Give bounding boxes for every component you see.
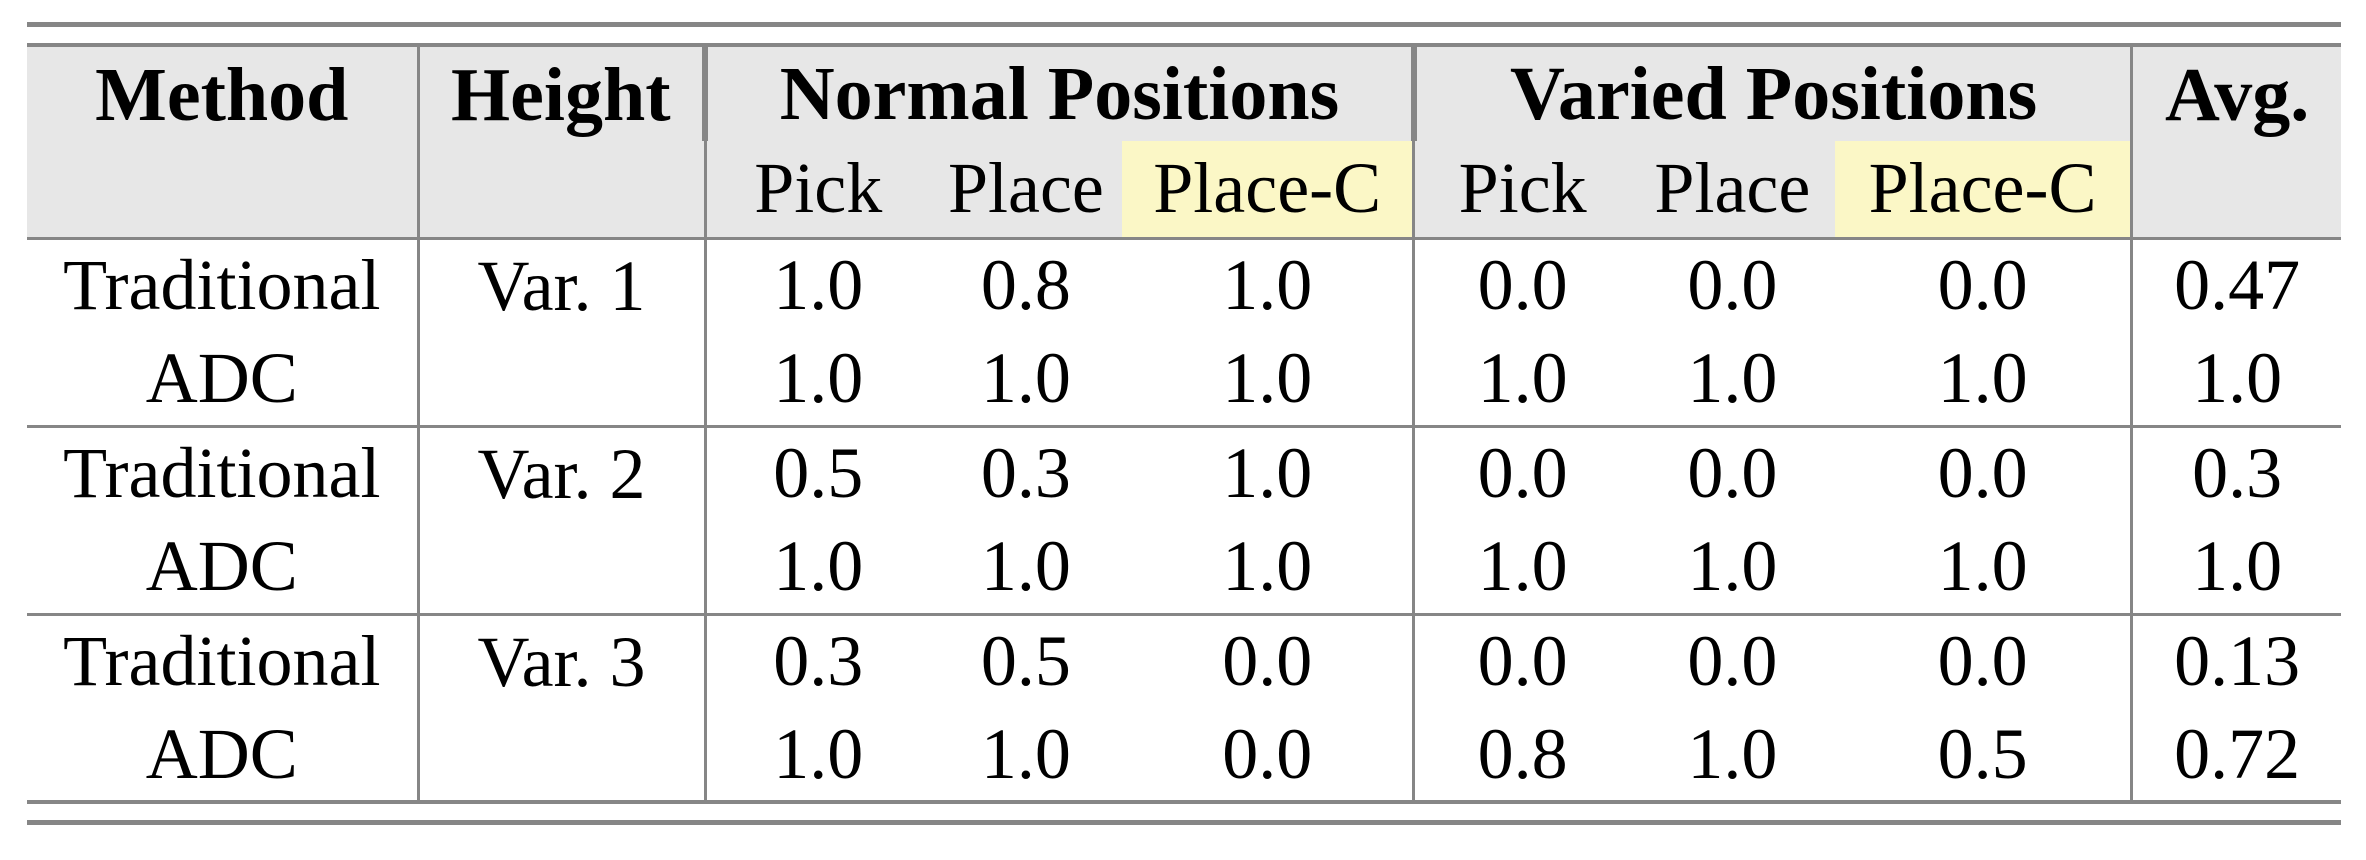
- subheader-normal-place-c-highlighted: Place-C: [1121, 141, 1414, 240]
- avg-cell: 0.72: [2130, 708, 2341, 802]
- header-normal-positions-cell: Normal Positions: [702, 45, 1414, 141]
- results-table: Method Height Normal Positions Varied Po…: [27, 43, 2341, 804]
- value-cell: 0.0: [1412, 424, 1630, 520]
- subheader-normal-place: Place: [929, 141, 1122, 240]
- table-row-traditional-var3: Traditional Var. 3 0.3 0.5 0.0 0.0 0.0 0…: [27, 612, 2341, 802]
- avg-cell: 0.3: [2130, 424, 2341, 520]
- value-cell: 1.0: [1121, 520, 1414, 614]
- value-cell: 0.0: [1412, 612, 1630, 708]
- header-normal-positions-label: Normal Positions: [779, 51, 1340, 136]
- value-cell: 1.0: [1412, 520, 1630, 614]
- method-cell: Traditional: [27, 612, 419, 708]
- value-cell: 0.5: [929, 612, 1122, 708]
- value-cell: 1.0: [1834, 520, 2132, 614]
- table-row-adc-var2: ADC 1.0 1.0 1.0 1.0 1.0 1.0 1.0: [27, 520, 2341, 614]
- value-cell: 1.0: [1121, 238, 1414, 332]
- value-cell: 1.0: [1834, 332, 2132, 426]
- header-row-subcolumns: Pick Place Place-C Pick Place Place-C: [27, 141, 2341, 240]
- header-method-label: Method: [95, 52, 349, 137]
- value-cell: 0.0: [1834, 238, 2132, 332]
- value-cell: 0.0: [1629, 238, 1835, 332]
- table-row-adc-var3: ADC 1.0 1.0 0.0 0.8 1.0 0.5 0.72: [27, 708, 2341, 802]
- height-cell: Var. 3: [416, 612, 705, 802]
- bottom-double-rule-outer: [27, 820, 2341, 825]
- value-cell: 0.0: [1834, 612, 2132, 708]
- value-cell: 0.0: [1412, 238, 1630, 332]
- avg-cell: 1.0: [2130, 332, 2341, 426]
- value-cell: 0.0: [1629, 612, 1835, 708]
- table-body: Traditional Var. 1 1.0 0.8 1.0 0.0 0.0 0…: [27, 238, 2341, 802]
- height-label: Var. 3: [477, 622, 646, 702]
- value-cell: 1.0: [703, 238, 930, 332]
- value-cell: 1.0: [703, 332, 930, 426]
- value-cell: 0.8: [929, 238, 1122, 332]
- value-cell: 1.0: [1121, 424, 1414, 520]
- value-cell: 1.0: [929, 520, 1122, 614]
- method-cell: ADC: [27, 708, 419, 802]
- table-row-traditional-var1: Traditional Var. 1 1.0 0.8 1.0 0.0 0.0 0…: [27, 238, 2341, 426]
- bottom-rule-gap: [27, 804, 2341, 820]
- avg-cell: 0.13: [2130, 612, 2341, 708]
- value-cell: 1.0: [703, 520, 930, 614]
- avg-cell: 0.47: [2130, 238, 2341, 332]
- table-row-adc-var1: ADC 1.0 1.0 1.0 1.0 1.0 1.0 1.0: [27, 332, 2341, 426]
- value-cell: 0.3: [703, 612, 930, 708]
- value-cell: 0.8: [1412, 708, 1630, 802]
- value-cell: 0.0: [1834, 424, 2132, 520]
- value-cell: 0.0: [1629, 424, 1835, 520]
- value-cell: 1.0: [703, 708, 930, 802]
- header-avg-label: Avg.: [2165, 52, 2310, 137]
- header-varied-positions-label: Varied Positions: [1510, 51, 2038, 136]
- top-rule-gap: [27, 27, 2341, 43]
- method-cell: Traditional: [27, 424, 419, 520]
- subheader-varied-place: Place: [1629, 141, 1835, 240]
- method-cell: ADC: [27, 332, 419, 426]
- value-cell: 1.0: [1121, 332, 1414, 426]
- subheader-varied-pick: Pick: [1412, 141, 1630, 240]
- header-method-cell: Method: [27, 45, 419, 240]
- height-label: Var. 2: [477, 434, 646, 514]
- method-cell: Traditional: [27, 238, 419, 332]
- value-cell: 1.0: [1629, 708, 1835, 802]
- value-cell: 1.0: [929, 708, 1122, 802]
- value-cell: 1.0: [1629, 332, 1835, 426]
- header-height-cell: Height: [416, 45, 705, 240]
- header-row-groups: Method Height Normal Positions Varied Po…: [27, 45, 2341, 240]
- height-label: Var. 1: [477, 246, 646, 326]
- header-avg-cell: Avg.: [2130, 45, 2341, 240]
- subheader-varied-place-c-highlighted: Place-C: [1834, 141, 2132, 240]
- table-header: Method Height Normal Positions Varied Po…: [27, 45, 2341, 240]
- height-cell: Var. 2: [416, 424, 705, 614]
- header-height-label: Height: [451, 52, 671, 137]
- header-varied-positions-cell: Varied Positions: [1410, 45, 2132, 141]
- value-cell: 0.0: [1121, 708, 1414, 802]
- value-cell: 0.5: [1834, 708, 2132, 802]
- table-row-traditional-var2: Traditional Var. 2 0.5 0.3 1.0 0.0 0.0 0…: [27, 424, 2341, 614]
- value-cell: 1.0: [929, 332, 1122, 426]
- method-cell: ADC: [27, 520, 419, 614]
- value-cell: 1.0: [1412, 332, 1630, 426]
- top-double-rule-outer: [27, 22, 2341, 27]
- value-cell: 0.3: [929, 424, 1122, 520]
- subheader-normal-pick: Pick: [703, 141, 930, 240]
- value-cell: 0.0: [1121, 612, 1414, 708]
- height-cell: Var. 1: [416, 238, 705, 426]
- avg-cell: 1.0: [2130, 520, 2341, 614]
- value-cell: 1.0: [1629, 520, 1835, 614]
- value-cell: 0.5: [703, 424, 930, 520]
